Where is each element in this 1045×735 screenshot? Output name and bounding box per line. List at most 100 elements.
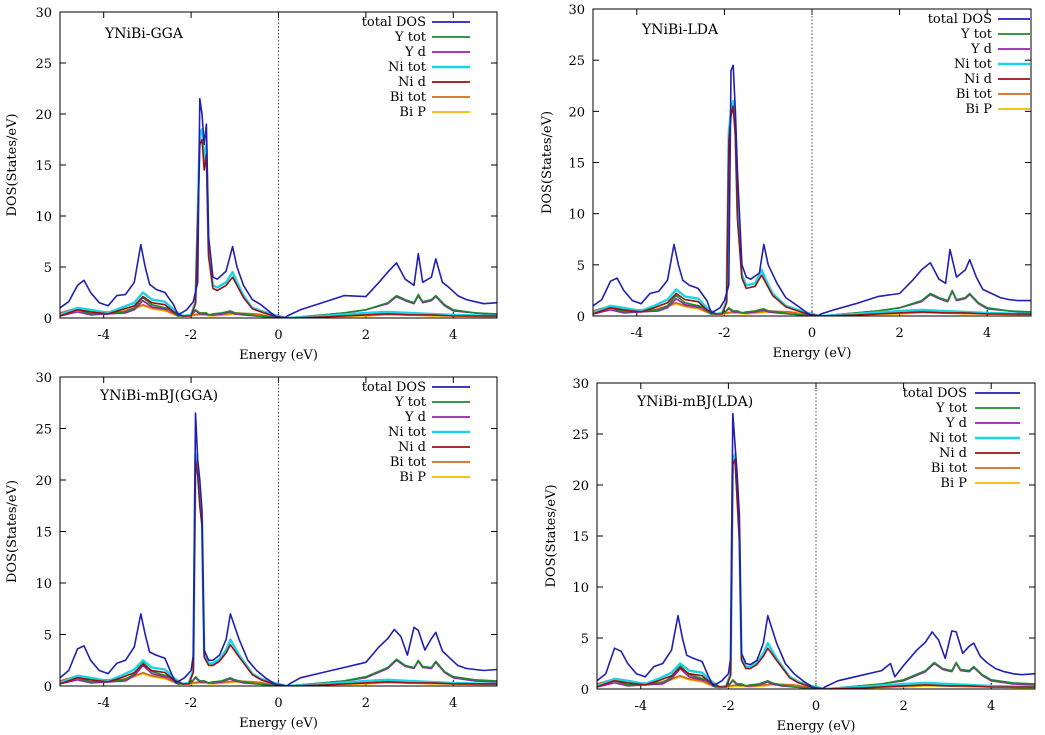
x-tick-label: 4: [987, 699, 995, 714]
legend-label: Ni d: [964, 72, 992, 87]
series-line-y-d: [597, 662, 1035, 689]
legend-label: Y tot: [960, 27, 993, 42]
y-tick-label: 10: [35, 210, 52, 225]
series-line-y-tot: [60, 658, 497, 686]
x-tick-label: 4: [983, 326, 991, 341]
plot-frame: [592, 8, 1032, 317]
x-tick-label: -4: [634, 699, 647, 714]
x-tick-label: 2: [899, 699, 907, 714]
y-tick-label: 20: [568, 105, 585, 120]
y-tick-label: 25: [568, 54, 585, 69]
y-tick-label: 0: [577, 310, 585, 325]
x-tick-label: 4: [449, 696, 457, 711]
plot-frame: [59, 11, 498, 319]
x-tick-label: 2: [362, 328, 370, 343]
y-tick-label: 0: [44, 312, 52, 327]
legend-label: total DOS: [928, 12, 992, 27]
x-axis-label: Energy (eV): [239, 716, 318, 731]
legend-label: Y d: [970, 42, 992, 57]
legend-label: Bi tot: [931, 461, 968, 476]
y-tick-label: 5: [577, 259, 585, 274]
panel-title: YNiBi-GGA: [104, 26, 184, 42]
legend-label: Y tot: [394, 395, 427, 410]
y-tick-label: 5: [44, 261, 52, 276]
x-tick-label: 0: [808, 326, 816, 341]
legend-label: total DOS: [362, 15, 426, 30]
y-tick-label: 30: [35, 371, 52, 386]
legend-label: Y d: [945, 416, 967, 431]
legend-label: Bi P: [940, 476, 967, 491]
x-tick-label: 4: [449, 328, 457, 343]
x-tick-label: 2: [895, 326, 903, 341]
legend-label: Bi tot: [956, 87, 993, 102]
legend-label: Bi tot: [390, 455, 427, 470]
x-axis-label: Energy (eV): [777, 719, 856, 734]
legend-label: Ni d: [939, 446, 967, 461]
legend-label: Ni tot: [388, 60, 427, 75]
y-tick-label: 10: [35, 577, 52, 592]
series-line-y-tot: [60, 293, 497, 318]
x-tick-label: 0: [274, 696, 282, 711]
y-tick-label: 30: [35, 6, 52, 21]
series-line-total-dos: [593, 64, 1031, 316]
x-tick-label: 2: [362, 696, 370, 711]
x-tick-label: -4: [97, 328, 110, 343]
x-tick-label: 0: [274, 328, 282, 343]
legend-label: total DOS: [362, 380, 426, 395]
y-tick-label: 10: [572, 581, 589, 596]
x-tick-label: -4: [97, 696, 110, 711]
legend-label: Bi tot: [390, 90, 427, 105]
y-tick-label: 5: [581, 632, 589, 647]
legend-label: Ni tot: [929, 431, 968, 446]
legend-label: Ni d: [398, 75, 426, 90]
series-line-total-dos: [60, 97, 497, 318]
y-tick-label: 0: [581, 683, 589, 698]
y-axis-label: DOS(States/eV): [540, 111, 555, 214]
legend-label: Ni tot: [388, 425, 427, 440]
legend-label: Y tot: [394, 30, 427, 45]
y-tick-label: 20: [572, 479, 589, 494]
legend-label: Y tot: [935, 401, 968, 416]
y-tick-label: 15: [35, 526, 52, 541]
y-tick-label: 30: [572, 377, 589, 392]
legend-label: Ni d: [398, 440, 426, 455]
plot-frame: [59, 376, 498, 687]
legend-label: total DOS: [903, 386, 967, 401]
y-tick-label: 5: [44, 629, 52, 644]
legend-label: Bi P: [399, 105, 426, 120]
y-tick-label: 15: [568, 157, 585, 172]
series-line-y-d: [593, 290, 1031, 316]
y-axis-label: DOS(States/eV): [5, 113, 20, 216]
y-tick-label: 10: [568, 208, 585, 223]
panel-title: YNiBi-mBJ(LDA): [636, 394, 753, 410]
y-tick-label: 0: [44, 680, 52, 695]
x-tick-label: -4: [630, 326, 643, 341]
series-line-ni-d: [597, 458, 1035, 689]
y-tick-label: 30: [568, 3, 585, 18]
y-tick-label: 20: [35, 474, 52, 489]
y-axis-label: DOS(States/eV): [5, 480, 20, 583]
y-tick-label: 25: [35, 423, 52, 438]
x-tick-label: -2: [722, 699, 735, 714]
y-tick-label: 20: [35, 108, 52, 123]
legend-label: Bi P: [965, 102, 992, 117]
plot-frame: [596, 382, 1036, 690]
y-tick-label: 15: [572, 530, 589, 545]
series-line-y-d: [60, 294, 497, 318]
y-tick-label: 15: [35, 159, 52, 174]
y-axis-label: DOS(States/eV): [544, 484, 559, 587]
y-tick-label: 25: [35, 57, 52, 72]
x-tick-label: -2: [185, 328, 198, 343]
series-line-ni-d: [60, 138, 497, 318]
legend-label: Ni tot: [954, 57, 993, 72]
series-line-y-tot: [593, 289, 1031, 316]
series-line-total-dos: [597, 412, 1035, 689]
x-tick-label: -2: [185, 696, 198, 711]
series-line-y-tot: [597, 661, 1035, 689]
series-line-total-dos: [60, 412, 497, 686]
